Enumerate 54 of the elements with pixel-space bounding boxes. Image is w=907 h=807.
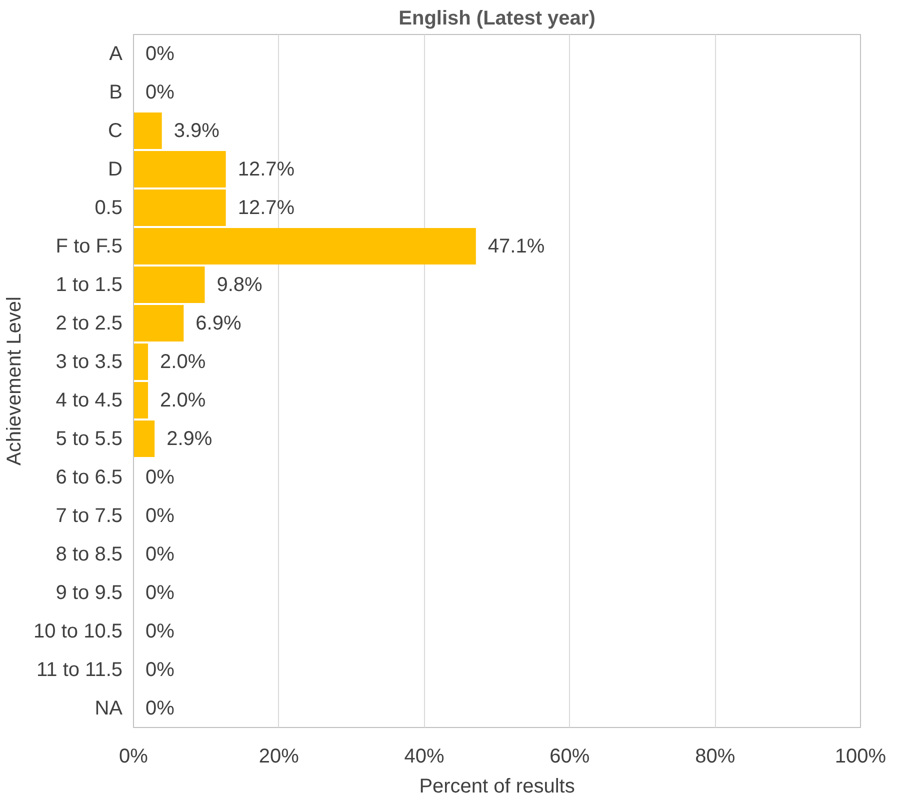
data-label: 0% bbox=[146, 582, 175, 604]
data-label: 0% bbox=[146, 81, 175, 104]
x-axis-title: Percent of results bbox=[419, 776, 575, 798]
bar bbox=[134, 382, 148, 419]
y-tick-label: NA bbox=[94, 697, 124, 720]
y-tick-label: 9 to 9.5 bbox=[56, 582, 122, 604]
bar bbox=[134, 150, 226, 188]
data-label: 12.7% bbox=[238, 196, 295, 219]
y-tick-label: 2 to 2.5 bbox=[56, 312, 122, 334]
data-label: 0% bbox=[146, 504, 175, 527]
x-tick-label: 80% bbox=[695, 746, 736, 768]
y-tick-label: F to F.5 bbox=[56, 235, 123, 258]
y-tick-label: 8 to 8.5 bbox=[56, 543, 122, 566]
y-tick-label: B bbox=[109, 81, 123, 104]
y-tick-label: 6 to 6.5 bbox=[56, 466, 122, 488]
data-label: 6.9% bbox=[196, 312, 242, 334]
y-tick-label: 1 to 1.5 bbox=[56, 274, 122, 296]
data-label: 47.1% bbox=[488, 235, 545, 258]
x-tick-label: 20% bbox=[258, 746, 300, 768]
y-tick-label: A bbox=[109, 42, 124, 65]
x-tick-label: 100% bbox=[834, 746, 886, 768]
y-tick-label: 3 to 3.5 bbox=[56, 350, 122, 373]
bar bbox=[134, 420, 155, 458]
x-tick-label: 40% bbox=[404, 746, 445, 768]
data-label: 0% bbox=[146, 543, 175, 566]
x-tick-label: 60% bbox=[550, 746, 590, 768]
data-label: 9.8% bbox=[216, 274, 263, 296]
bar bbox=[134, 304, 184, 342]
y-tick-label: 10 to 10.5 bbox=[34, 620, 123, 642]
y-tick-label: 4 to 4.5 bbox=[56, 389, 122, 412]
data-label: 0% bbox=[146, 466, 175, 488]
y-tick-label: 7 to 7.5 bbox=[56, 504, 122, 527]
y-axis-title: Achievement Level bbox=[4, 296, 26, 466]
y-tick-label: D bbox=[108, 158, 123, 180]
data-label: 0% bbox=[146, 620, 175, 642]
y-tick-label: 11 to 11.5 bbox=[36, 658, 123, 681]
y-tick-label: C bbox=[108, 120, 123, 142]
data-label: 0% bbox=[146, 658, 175, 681]
data-label: 3.9% bbox=[174, 120, 220, 142]
data-label: 0% bbox=[146, 42, 175, 65]
data-label: 2.0% bbox=[160, 350, 206, 373]
bar bbox=[134, 189, 226, 226]
bar bbox=[134, 228, 476, 265]
data-label: 2.9% bbox=[166, 428, 212, 450]
data-label: 12.7% bbox=[238, 158, 295, 180]
bar bbox=[134, 266, 205, 304]
data-label: 0% bbox=[146, 697, 175, 720]
chart-title: English (Latest year) bbox=[398, 8, 596, 30]
bar bbox=[134, 343, 148, 380]
x-tick-label: 0% bbox=[119, 746, 148, 768]
y-tick-label: 5 to 5.5 bbox=[56, 428, 122, 450]
y-tick-label: 0.5 bbox=[94, 196, 123, 219]
data-label: 2.0% bbox=[160, 389, 206, 412]
bar bbox=[134, 112, 162, 150]
